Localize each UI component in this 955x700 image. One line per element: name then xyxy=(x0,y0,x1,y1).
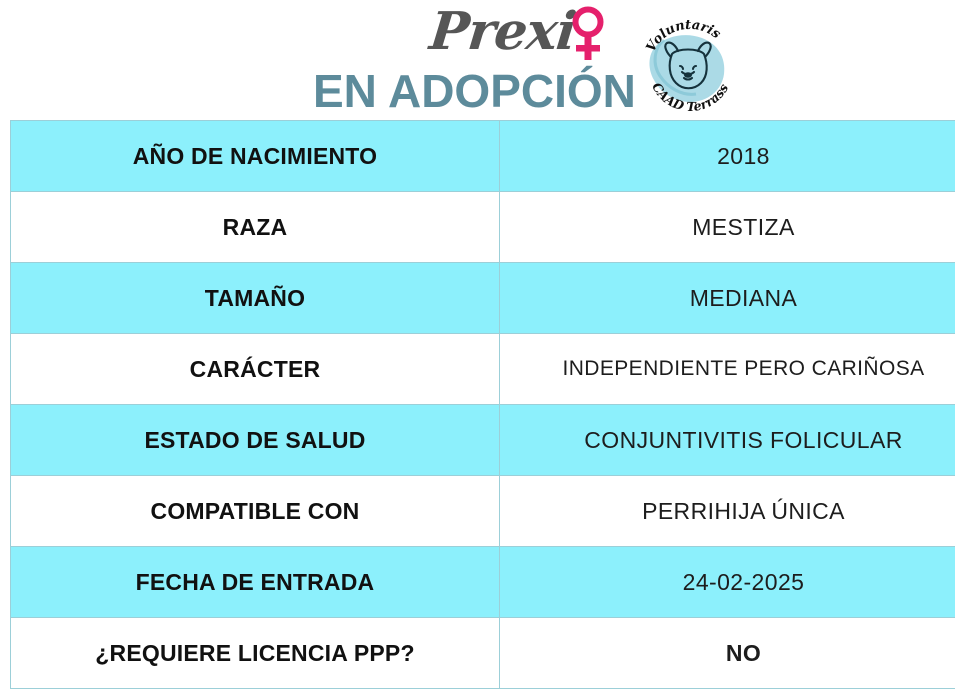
table-row-label: ESTADO DE SALUD xyxy=(10,404,500,476)
header-content: Prexi EN ADOPCIÓN xyxy=(0,0,955,118)
table-row-label: AÑO DE NACIMIENTO xyxy=(10,120,500,192)
page-subtitle: EN ADOPCIÓN xyxy=(313,65,636,117)
table-row-label: TAMAÑO xyxy=(10,262,500,334)
table-row-label: COMPATIBLE CON xyxy=(10,475,500,547)
venus-female-icon xyxy=(571,6,605,62)
table-row-value: NO xyxy=(499,617,955,689)
table-row-label: FECHA DE ENTRADA xyxy=(10,546,500,618)
pet-name-block: Prexi xyxy=(426,1,605,62)
table-row: FECHA DE ENTRADA 24-02-2025 xyxy=(10,546,955,618)
table-row-value: MEDIANA xyxy=(499,262,955,334)
table-row: COMPATIBLE CON PERRIHIJA ÚNICA xyxy=(10,475,955,547)
table-row-value: INDEPENDIENTE PERO CARIÑOSA xyxy=(499,333,955,405)
organization-logo: Voluntaris CAAD Terrassa xyxy=(638,18,736,114)
table-row: ¿REQUIERE LICENCIA PPP? NO xyxy=(10,617,955,689)
pet-info-table: AÑO DE NACIMIENTO 2018 RAZA MESTIZA TAMAÑO ME… xyxy=(10,120,955,689)
pet-info-table-body: AÑO DE NACIMIENTO 2018 RAZA MESTIZA TAMAÑO ME… xyxy=(10,120,955,689)
table-row-value: CONJUNTIVITIS FOLICULAR xyxy=(499,404,955,476)
table-row: CARÁCTER INDEPENDIENTE PERO CARIÑOSA xyxy=(10,333,955,405)
table-row-label: CARÁCTER xyxy=(10,333,500,405)
table-row: AÑO DE NACIMIENTO 2018 xyxy=(10,120,955,192)
table-row-value: 2018 xyxy=(499,120,955,192)
table-row-label: RAZA xyxy=(10,191,500,263)
table-row-value: MESTIZA xyxy=(499,191,955,263)
table-row-value: 24-02-2025 xyxy=(499,546,955,618)
table-row: RAZA MESTIZA xyxy=(10,191,955,263)
table-row-label: ¿REQUIERE LICENCIA PPP? xyxy=(10,617,500,689)
table-row: ESTADO DE SALUD CONJUNTIVITIS FOLICULAR xyxy=(10,404,955,476)
page-header: Prexi EN ADOPCIÓN xyxy=(0,0,955,118)
table-row-value: PERRIHIJA ÚNICA xyxy=(499,475,955,547)
page-title: Prexi xyxy=(426,1,579,62)
table-row: TAMAÑO MEDIANA xyxy=(10,262,955,334)
